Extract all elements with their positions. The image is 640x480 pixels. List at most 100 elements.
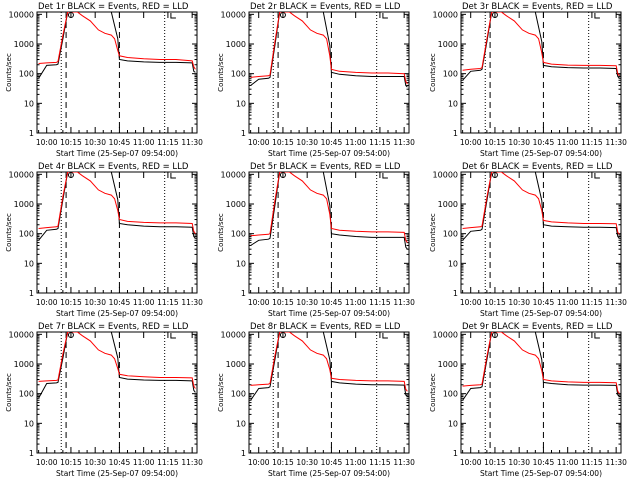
- y-axis-label: Counts/sec: [217, 53, 225, 92]
- x-tick-label: 10:00: [248, 298, 270, 307]
- x-axis-label: Start Time (25-Sep-07 09:54:00): [480, 149, 602, 158]
- x-tick-label: 11:00: [133, 458, 155, 467]
- plot-frame: [248, 171, 410, 294]
- x-axis-label: Start Time (25-Sep-07 09:54:00): [268, 149, 390, 158]
- plot-frame: [36, 11, 198, 134]
- panel-title: Det 2r BLACK = Events, RED = LLD: [250, 2, 401, 12]
- y-tick-label: 1: [453, 449, 458, 458]
- plot-frame: [460, 331, 622, 454]
- events-series-line: [38, 172, 196, 241]
- x-tick-label: 10:15: [484, 298, 506, 307]
- y-tick-label: 1000: [226, 360, 246, 369]
- x-tick-label: 10:30: [296, 138, 318, 147]
- x-tick-label: 11:00: [133, 138, 155, 147]
- y-tick-label: 1: [241, 289, 246, 298]
- y-axis-label: Counts/sec: [5, 53, 13, 92]
- y-tick-label: 10: [236, 259, 246, 268]
- events-series-line: [250, 172, 408, 250]
- lld-series-line: [462, 12, 620, 77]
- x-tick-label: 11:30: [605, 138, 627, 147]
- y-axis-label: Counts/sec: [5, 373, 13, 412]
- events-series-line: [462, 172, 620, 241]
- bracket-marker: [594, 333, 600, 339]
- y-axis-label: Counts/sec: [217, 213, 225, 252]
- x-tick-label: 11:15: [581, 458, 603, 467]
- x-tick-label: 11:30: [393, 138, 415, 147]
- y-axis-label: Counts/sec: [429, 373, 437, 412]
- x-tick-label: 10:00: [36, 458, 58, 467]
- x-tick-label: 10:45: [109, 138, 131, 147]
- x-tick-label: 10:45: [109, 298, 131, 307]
- y-tick-label: 10: [448, 259, 458, 268]
- x-tick-label: 11:00: [133, 298, 155, 307]
- bracket-marker: [594, 13, 600, 19]
- circle-marker: [279, 172, 286, 178]
- plot-frame: [36, 331, 198, 454]
- y-tick-label: 1000: [14, 360, 34, 369]
- x-tick-label: 11:30: [605, 298, 627, 307]
- y-tick-label: 100: [231, 390, 246, 399]
- plot-frame: [36, 171, 198, 294]
- y-tick-label: 1: [241, 129, 246, 138]
- x-tick-label: 11:15: [581, 298, 603, 307]
- y-tick-label: 10000: [433, 10, 458, 19]
- x-tick-label: 11:15: [369, 298, 391, 307]
- plot-frame: [248, 331, 410, 454]
- y-tick-label: 100: [443, 70, 458, 79]
- lld-series-line: [250, 172, 408, 243]
- y-tick-label: 1000: [438, 360, 458, 369]
- x-tick-label: 11:30: [393, 458, 415, 467]
- panel-title: Det 7r BLACK = Events, RED = LLD: [38, 322, 189, 332]
- x-tick-label: 10:00: [460, 138, 482, 147]
- x-tick-label: 10:45: [533, 138, 555, 147]
- events-series-line: [250, 12, 408, 88]
- x-tick-label: 10:45: [109, 458, 131, 467]
- panel-title: Det 9r BLACK = Events, RED = LLD: [462, 322, 613, 332]
- y-axis-label: Counts/sec: [217, 373, 225, 412]
- y-tick-label: 1: [29, 129, 34, 138]
- plot-frame: [460, 11, 622, 134]
- x-tick-label: 11:15: [157, 458, 179, 467]
- y-tick-label: 100: [443, 390, 458, 399]
- y-tick-label: 10000: [9, 330, 34, 339]
- y-tick-label: 100: [19, 70, 34, 79]
- y-axis-label: Counts/sec: [429, 213, 437, 252]
- x-axis-label: Start Time (25-Sep-07 09:54:00): [56, 149, 178, 158]
- x-tick-label: 10:45: [533, 298, 555, 307]
- y-tick-label: 10: [24, 419, 34, 428]
- x-tick-label: 10:45: [533, 458, 555, 467]
- circle-marker: [491, 172, 498, 178]
- lld-series-line: [38, 332, 196, 389]
- y-tick-label: 1000: [438, 40, 458, 49]
- lld-series-line: [38, 12, 196, 70]
- y-tick-label: 10000: [433, 330, 458, 339]
- circle-marker: [67, 332, 74, 338]
- x-axis-label: Start Time (25-Sep-07 09:54:00): [480, 309, 602, 318]
- events-series-line: [38, 332, 196, 399]
- y-tick-label: 1000: [226, 200, 246, 209]
- x-axis-label: Start Time (25-Sep-07 09:54:00): [268, 309, 390, 318]
- y-tick-label: 100: [19, 230, 34, 239]
- lld-series-line: [250, 332, 408, 392]
- lld-series-line: [250, 12, 408, 85]
- circle-marker: [279, 332, 286, 338]
- x-tick-label: 10:00: [248, 458, 270, 467]
- y-tick-label: 100: [231, 70, 246, 79]
- x-tick-label: 10:30: [296, 458, 318, 467]
- x-tick-label: 11:00: [557, 138, 579, 147]
- y-tick-label: 10: [448, 419, 458, 428]
- plot-frame: [460, 171, 622, 294]
- x-tick-label: 10:30: [84, 138, 106, 147]
- x-tick-label: 10:00: [36, 138, 58, 147]
- lld-series-line: [462, 332, 620, 394]
- x-tick-label: 10:30: [508, 458, 530, 467]
- panel-title: Det 3r BLACK = Events, RED = LLD: [462, 2, 613, 12]
- x-tick-label: 11:30: [181, 138, 203, 147]
- y-axis-label: Counts/sec: [429, 53, 437, 92]
- x-tick-label: 10:15: [272, 298, 294, 307]
